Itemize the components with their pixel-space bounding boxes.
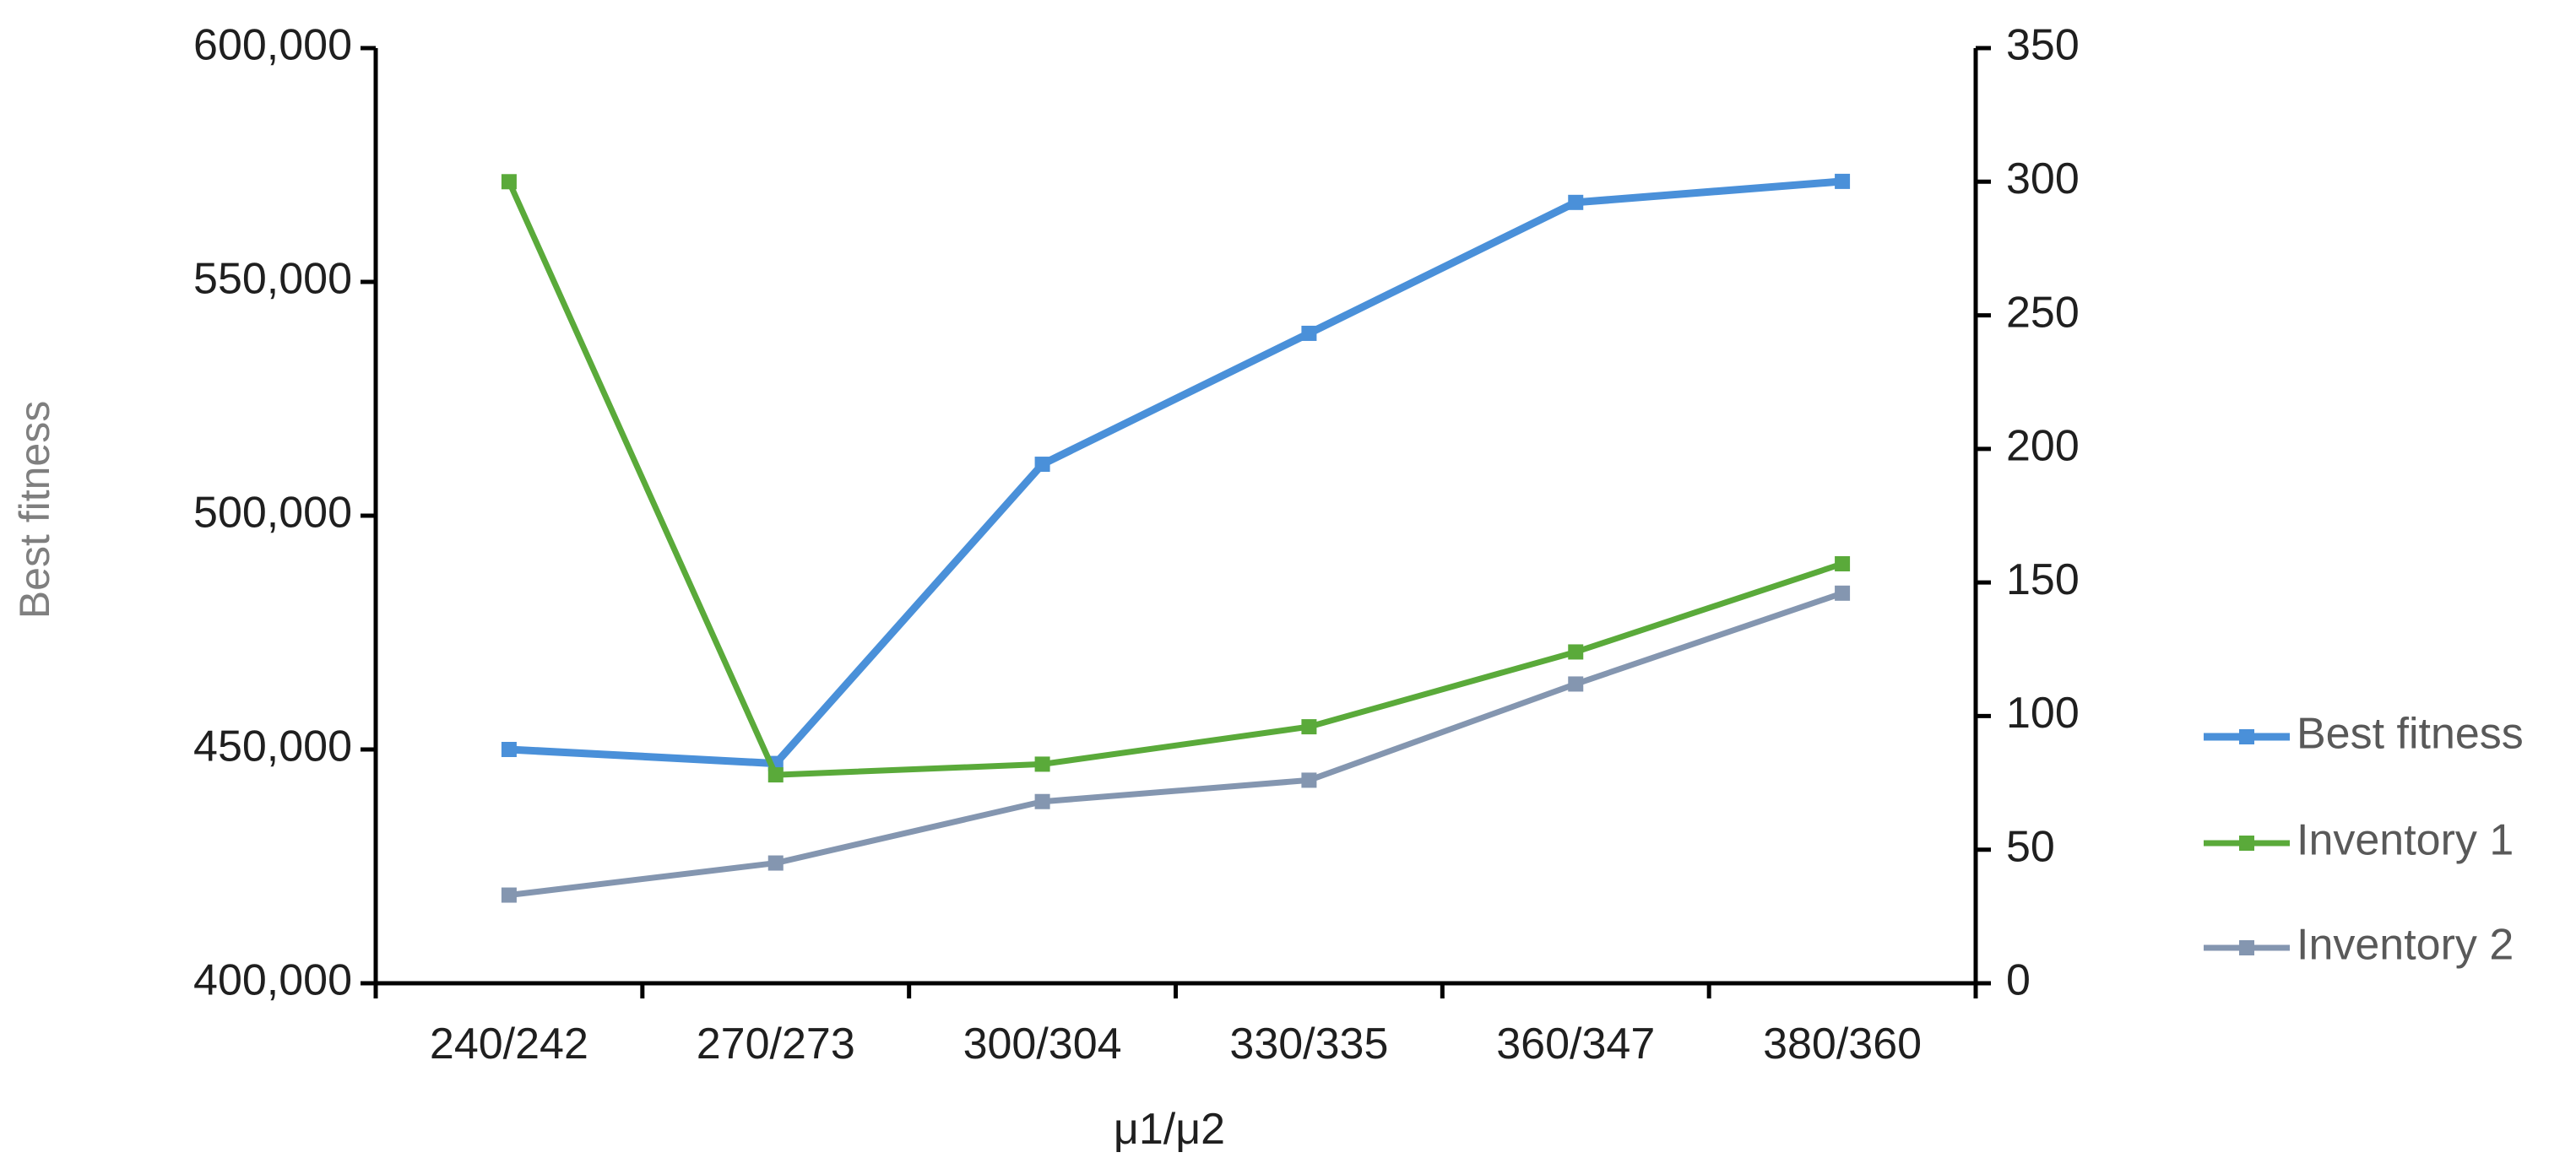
series-point-1 xyxy=(1568,644,1584,660)
legend-label: Best fitness xyxy=(2297,710,2524,759)
series-point-2 xyxy=(767,855,784,871)
legend-swatch-marker xyxy=(2239,940,2254,955)
series-point-0 xyxy=(1034,457,1050,473)
y-left-tick-label: 450,000 xyxy=(193,722,352,771)
x-tick-label: 360/347 xyxy=(1496,1020,1655,1069)
axis-ticks: 400,000 450,000 500,000 550,000 600,000 0 50 10… xyxy=(193,21,2080,1069)
series-point-0 xyxy=(1835,173,1851,189)
y-left-tick-label: 550,000 xyxy=(193,255,352,304)
series-point-2 xyxy=(501,887,517,903)
series-line-0 xyxy=(508,177,1843,768)
series-lines xyxy=(501,173,1851,903)
x-axis-label: μ1/μ2 xyxy=(1114,1105,1225,1154)
x-tick-label: 300/304 xyxy=(963,1020,1122,1069)
series-point-2 xyxy=(1568,676,1584,692)
y-right-tick-label: 300 xyxy=(2006,154,2080,203)
x-tick-label: 270/273 xyxy=(697,1020,855,1069)
y-right-tick-label: 0 xyxy=(2006,956,2031,1005)
series-point-1 xyxy=(1034,756,1050,772)
series-point-2 xyxy=(1835,585,1851,601)
y-left-tick-label: 600,000 xyxy=(193,21,352,70)
y-axis-label: Best fitness xyxy=(11,401,58,619)
legend-swatch-marker xyxy=(2239,729,2254,744)
legend-swatch-marker xyxy=(2239,836,2254,851)
series-line-1 xyxy=(506,180,1844,778)
series-point-1 xyxy=(1301,719,1317,735)
legend-label: Inventory 2 xyxy=(2297,921,2514,970)
series-line-2 xyxy=(508,590,1844,899)
y-right-tick-label: 50 xyxy=(2006,822,2055,871)
legend-label: Inventory 1 xyxy=(2297,816,2514,865)
series-point-0 xyxy=(501,742,517,757)
y-left-tick-label: 400,000 xyxy=(193,956,352,1005)
series-point-2 xyxy=(1301,772,1317,788)
series-point-1 xyxy=(1835,555,1851,571)
y-right-tick-label: 350 xyxy=(2006,21,2080,70)
series-point-1 xyxy=(767,767,784,783)
x-tick-label: 380/360 xyxy=(1763,1020,1922,1069)
series-point-1 xyxy=(501,174,517,190)
series-point-2 xyxy=(1034,793,1050,809)
y-left-tick-label: 500,000 xyxy=(193,489,352,538)
legend: Best fitness Inventory 1 Inventory 2 xyxy=(2204,710,2524,970)
x-tick-label: 330/335 xyxy=(1229,1020,1388,1069)
series-point-0 xyxy=(1301,325,1317,341)
x-tick-label: 240/242 xyxy=(430,1020,588,1069)
y-right-tick-label: 250 xyxy=(2006,288,2080,337)
series-point-0 xyxy=(1568,194,1584,210)
y-right-tick-label: 100 xyxy=(2006,689,2080,738)
y-right-tick-label: 150 xyxy=(2006,555,2080,604)
y-right-tick-label: 200 xyxy=(2006,422,2080,471)
